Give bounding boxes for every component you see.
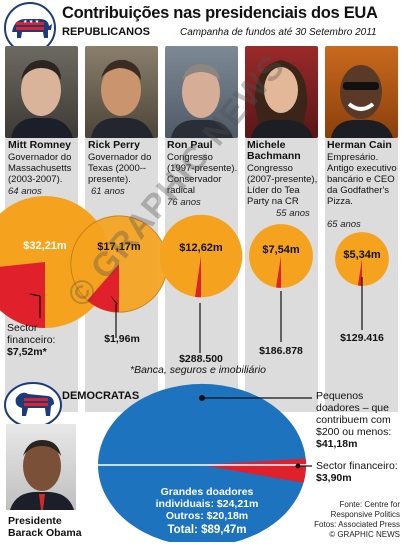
credit-photos: Fotos: Associated Press xyxy=(314,520,400,529)
sector-label-text: Sector financeiro: xyxy=(7,322,56,346)
photo-cain xyxy=(325,46,398,138)
total-cain: $5,34m xyxy=(343,249,381,261)
leader-small-donors-dot xyxy=(199,395,205,401)
small-donors-label: Pequenos doadores – que contribuem com $… xyxy=(316,390,404,450)
photo-perry xyxy=(85,46,158,138)
obama-title: Presidente xyxy=(8,515,62,527)
footnote: *Banca, seguros e imobiliário xyxy=(130,364,266,376)
page-title: Contribuições nas presidenciais dos EUA xyxy=(62,4,378,22)
photo-paul xyxy=(165,46,238,138)
age-perry: 61 anos xyxy=(91,186,125,197)
big-donors-block: Grandes doadores individuais: $24,21m Ou… xyxy=(132,486,282,536)
desc-paul: Congresso (1997-presente). Conservador r… xyxy=(167,152,238,196)
small-donors-value: $41,18m xyxy=(316,438,358,450)
credit-source: Fonte: Centre for Responsive Politics xyxy=(330,500,400,519)
total-label: Total: $89,47m xyxy=(167,524,247,536)
total-romney: $32,21m xyxy=(23,240,67,252)
name-perry: Rick Perry xyxy=(88,139,140,151)
dem-logo xyxy=(4,382,62,428)
leader-perry-tip xyxy=(110,295,118,304)
total-perry: $17,17m xyxy=(97,241,141,253)
financial-paul: $288.500 xyxy=(179,353,223,365)
sector-label: Sector financeiro: $7,52m* xyxy=(7,322,77,358)
leader-financial-dot xyxy=(295,463,301,469)
bubble-financial-wedge xyxy=(276,256,281,288)
leader-romney-h xyxy=(29,293,41,297)
big-donors-label: Grandes doadores individuais: $24,21m xyxy=(155,486,259,510)
dem-financial-value: $3,90m xyxy=(316,472,352,484)
name-paul: Ron Paul xyxy=(167,139,213,151)
gop-logo: ★ ★ ★ xyxy=(2,2,58,54)
credits: Fonte: Centre for Responsive Politics Fo… xyxy=(300,500,400,540)
others-label: Outros: $20,18m xyxy=(165,510,249,522)
dem-financial-label: Sector financeiro: $3,90m xyxy=(316,460,404,484)
bubble-financial-wedge xyxy=(357,259,362,286)
photo-romney xyxy=(5,46,78,138)
pie-big-donors xyxy=(98,383,306,542)
desc-perry: Governador do Texas (2000--presente). xyxy=(88,152,152,185)
total-bachmann: $7,54m xyxy=(262,244,300,256)
desc-romney: Governador do Massachusetts (2003-2007). xyxy=(8,152,72,185)
bubble-financial-wedge xyxy=(195,256,201,298)
name-romney: Mitt Romney xyxy=(8,139,71,151)
name-bachmann: Michele Bachmann xyxy=(247,139,301,162)
photo-bachmann xyxy=(245,46,318,138)
financial-romney: $7,52m* xyxy=(7,346,47,358)
age-romney: 64 anos xyxy=(8,186,42,197)
photo-obama xyxy=(6,424,76,510)
democrats-label: DEMOCRATAS xyxy=(62,390,140,402)
credit-copyright: © GRAPHIC NEWS xyxy=(329,530,400,539)
desc-bachmann: Congresso (2007-presente), Líder do Tea … xyxy=(247,163,318,207)
dem-financial-text: Sector financeiro: xyxy=(316,460,398,472)
age-cain: 65 anos xyxy=(327,219,361,230)
obama-name: Barack Obama xyxy=(8,527,82,539)
financial-perry: $1,96m xyxy=(104,333,140,345)
subtitle: Campanha de fundos até 30 Setembro 2011 xyxy=(180,27,377,38)
small-donors-text: Pequenos doadores – que contribuem com $… xyxy=(316,390,392,438)
desc-cain: Empresário. Antigo executivo bancário e … xyxy=(327,152,397,207)
bubble-financial-wedge xyxy=(0,262,45,328)
bubble-financial-wedge xyxy=(87,264,119,313)
svg-text:★ ★ ★: ★ ★ ★ xyxy=(23,19,40,25)
age-bachmann: 55 anos xyxy=(276,208,310,219)
financial-cain: $129.416 xyxy=(340,332,384,344)
name-cain: Herman Cain xyxy=(327,139,392,151)
republicans-label: REPUBLICANOS xyxy=(62,26,151,38)
financial-bachmann: $186.878 xyxy=(259,345,303,357)
total-paul: $12,62m xyxy=(179,242,223,254)
age-paul: 76 anos xyxy=(167,197,201,208)
